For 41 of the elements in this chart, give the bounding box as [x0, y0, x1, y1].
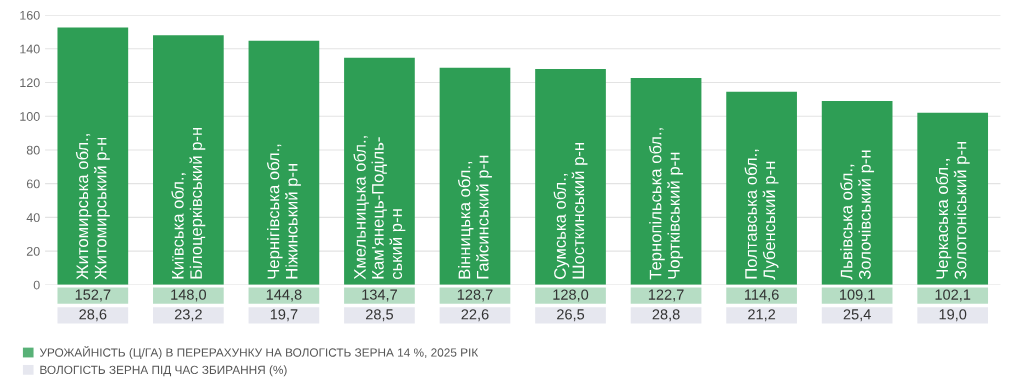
data-label: 102,1 — [935, 289, 971, 302]
x-tick-label: Львівська обл., Золочівський р-н — [840, 150, 875, 280]
data-label: 21,2 — [748, 309, 776, 322]
y-tick-label: 60 — [26, 179, 40, 189]
data-label: 152,7 — [75, 289, 111, 302]
data-label: 25,4 — [843, 309, 871, 322]
y-tick-label: 160 — [20, 10, 40, 20]
data-label: 122,7 — [648, 289, 684, 302]
x-tick-label: Київська обл., Білоцерківський р-н — [171, 127, 206, 279]
data-label: 28,6 — [79, 309, 107, 322]
x-tick-label: Житомирська обл., Житомирський р-н — [75, 134, 110, 280]
data-label: 128,0 — [553, 289, 589, 302]
data-label: 28,8 — [652, 309, 680, 322]
y-tick-label: 40 — [26, 213, 40, 223]
data-label: 22,6 — [461, 309, 489, 322]
x-tick-label: Чернігівська обл., Ніжинський р-н — [266, 144, 301, 279]
y-tick-label: 20 — [26, 246, 40, 256]
data-label: 23,2 — [174, 309, 202, 322]
data-label: 114,6 — [745, 289, 779, 302]
data-label: 144,8 — [266, 289, 302, 302]
data-label: 128,7 — [457, 289, 493, 302]
legend-label: ВОЛОГІСТЬ ЗЕРНА ПІД ЧАС ЗБИРАННЯ (%) — [40, 365, 287, 377]
y-tick-label: 140 — [20, 44, 40, 54]
data-label: 28,5 — [365, 309, 394, 322]
x-tick-label: Сумська обл., Шосткинський р-н — [553, 143, 588, 279]
data-label: 26,5 — [557, 309, 585, 322]
x-tick-label: Тернопільська обл., Чортківський р-н — [649, 128, 684, 280]
data-label: 109,1 — [840, 289, 875, 302]
x-tick-label: Хмельницька обл., Кам'янець-Поділь- ський р-н — [353, 136, 406, 280]
x-tick-label: Полтавська обл., Лубенський р-н — [744, 149, 779, 280]
y-tick-label: 100 — [20, 112, 40, 121]
data-label: 19,7 — [270, 309, 298, 322]
data-label: 19,0 — [939, 309, 967, 322]
y-tick-label: 80 — [26, 145, 40, 155]
data-label: 134,7 — [362, 289, 397, 302]
x-tick-label: Черкаська обл., Золотоніський р-н — [935, 141, 970, 280]
y-tick-label: 120 — [20, 78, 40, 88]
x-tick-label: Вінницька обл., Гайсинський р-н — [457, 155, 492, 279]
y-tick-label: 0 — [33, 280, 40, 290]
legend-label: УРОЖАЙНІСТЬ (Ц/ГА) В ПЕРЕРАХУНКУ НА ВОЛОГІСТЬ ЗЕРНА 14 %, 2025 РІК — [39, 345, 479, 360]
data-label: 148,0 — [171, 289, 207, 302]
